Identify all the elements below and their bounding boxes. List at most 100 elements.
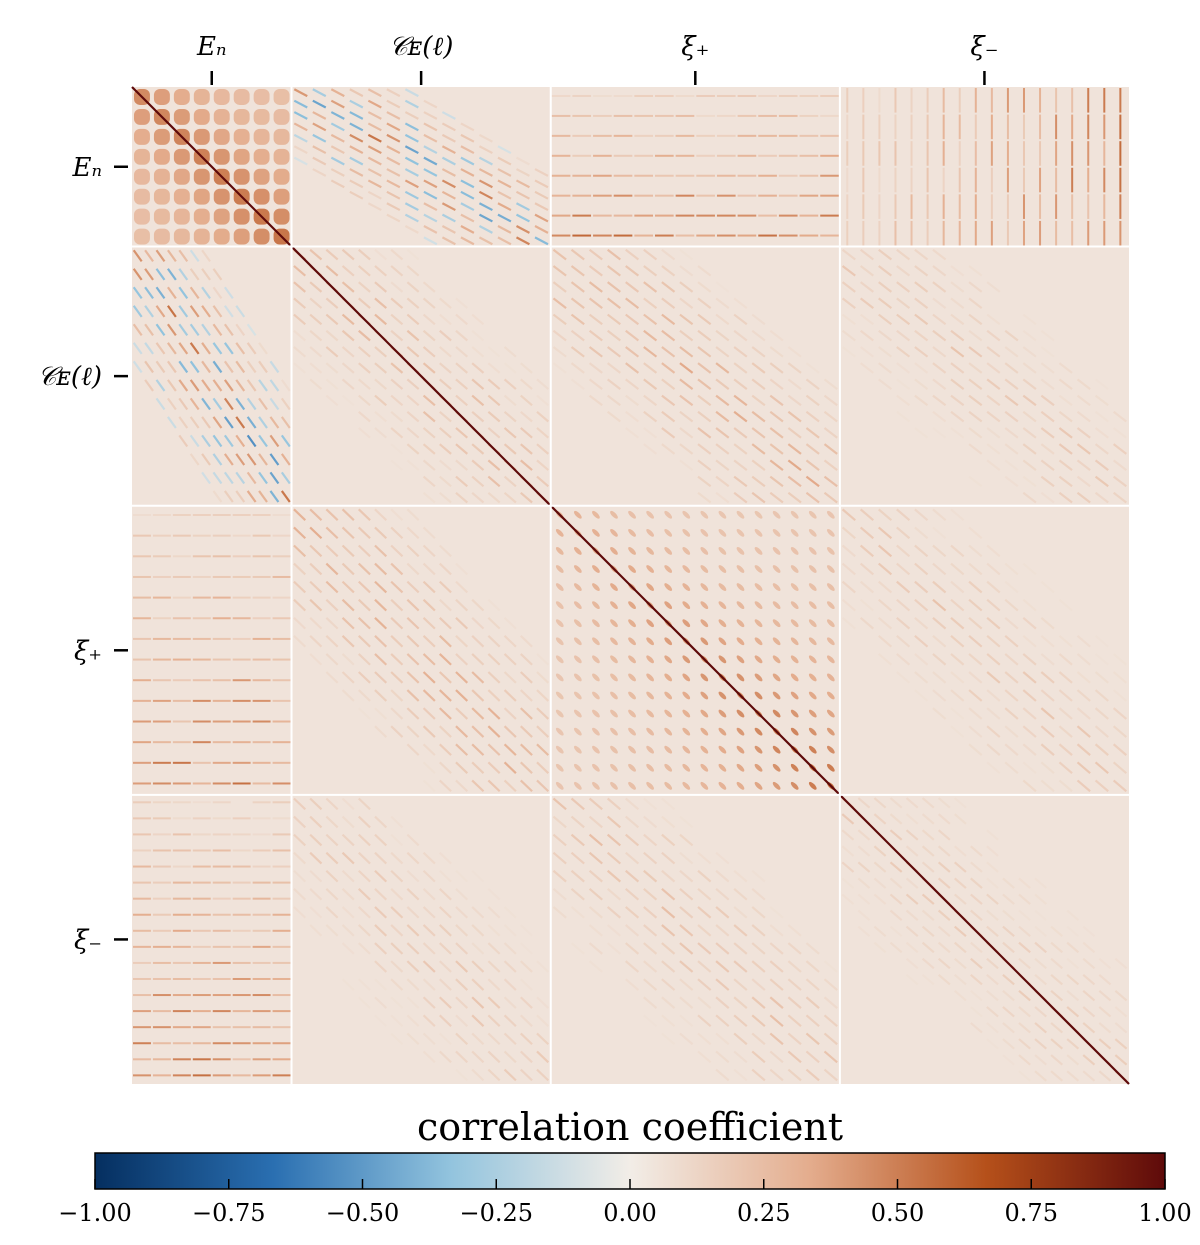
correlation-streak (390, 378, 404, 390)
correlation-streak (625, 924, 640, 937)
correlation-bar (192, 1010, 211, 1013)
correlation-streak (921, 861, 935, 873)
correlation-streak (1022, 362, 1037, 374)
en-correlation-cell (153, 208, 170, 225)
correlation-bar (655, 154, 674, 157)
correlation-streak (374, 635, 388, 648)
correlation-streak (625, 313, 640, 326)
correlation-streak (968, 475, 983, 488)
correlation-streak (625, 378, 640, 390)
correlation-streak (341, 394, 355, 407)
correlation-streak (374, 978, 388, 991)
correlation-streak (1004, 459, 1019, 471)
correlation-streak (1002, 877, 1015, 889)
correlation-streak (312, 88, 327, 98)
correlation-streak (733, 960, 748, 973)
correlation-bar (990, 220, 993, 246)
correlation-bar (212, 961, 231, 964)
correlation-bar (212, 865, 231, 868)
correlation-streak (201, 453, 211, 466)
correlation-streak (905, 877, 919, 889)
en-correlation-cell (273, 168, 290, 185)
correlation-blob (826, 691, 835, 700)
correlation-streak (643, 851, 658, 865)
correlation-streak (787, 443, 802, 455)
correlation-blob (826, 583, 835, 591)
correlation-streak (390, 924, 404, 937)
correlation-streak (1082, 1022, 1096, 1034)
correlation-bar (252, 514, 271, 517)
correlation-streak (404, 179, 419, 189)
correlation-streak (325, 362, 339, 374)
correlation-streak (1058, 598, 1073, 612)
correlation-blob (772, 781, 781, 790)
correlation-streak (358, 281, 371, 293)
correlation-streak (588, 906, 603, 919)
correlation-bar (716, 214, 736, 217)
correlation-streak (1040, 346, 1055, 358)
correlation-streak (859, 346, 874, 358)
correlation-streak (679, 297, 694, 309)
correlation-bar (1006, 194, 1009, 219)
correlation-bar (172, 1042, 191, 1045)
correlation-bar (212, 741, 231, 744)
correlation-streak (787, 996, 802, 1009)
correlation-streak (1004, 378, 1019, 390)
correlation-streak (1034, 909, 1047, 921)
correlation-blob (808, 637, 817, 646)
correlation-bar (593, 114, 612, 117)
correlation-streak (309, 888, 323, 901)
correlation-streak (769, 410, 784, 423)
correlation-bar (252, 881, 271, 884)
correlation-streak (914, 394, 929, 407)
correlation-streak (330, 99, 345, 109)
correlation-streak (536, 743, 550, 756)
correlation-streak (520, 725, 533, 738)
correlation-streak (857, 877, 871, 889)
correlation-streak (406, 544, 420, 558)
correlation-streak (487, 743, 501, 756)
correlation-streak (841, 580, 856, 594)
correlation-streak (520, 924, 533, 937)
correlation-streak (643, 378, 658, 390)
correlation-blob (573, 673, 582, 682)
correlation-streak (330, 133, 345, 143)
correlation-bar (1039, 194, 1042, 219)
correlation-streak (787, 1050, 802, 1064)
correlation-bar (862, 194, 865, 219)
correlation-bar (172, 865, 191, 868)
correlation-streak (950, 616, 965, 630)
correlation-streak (697, 869, 712, 883)
correlation-bar (675, 194, 695, 197)
correlation-streak (1094, 707, 1109, 720)
correlation-streak (1114, 1022, 1128, 1034)
correlation-streak (341, 544, 355, 558)
correlation-streak (679, 1014, 694, 1028)
correlation-bar (212, 1010, 231, 1013)
en-correlation-cell (233, 208, 250, 225)
correlation-streak (390, 544, 404, 558)
correlation-streak (325, 869, 339, 883)
correlation-streak (455, 743, 469, 756)
correlation-streak (471, 329, 485, 342)
correlation-streak (552, 869, 567, 883)
correlation-bar (1103, 88, 1106, 113)
correlation-blob (808, 565, 817, 573)
correlation-streak (733, 1068, 748, 1082)
correlation-bar (192, 534, 211, 537)
correlation-bar (152, 1026, 171, 1029)
correlation-streak (201, 342, 211, 355)
correlation-streak (178, 305, 189, 318)
correlation-streak (246, 397, 257, 411)
en-correlation-cell (153, 89, 170, 105)
correlation-streak (258, 416, 268, 429)
correlation-streak (455, 1014, 469, 1027)
correlation-blob (592, 763, 600, 772)
correlation-streak (896, 297, 911, 309)
correlation-streak (293, 797, 307, 811)
correlation-streak (552, 833, 567, 847)
correlation-blob (826, 565, 835, 573)
correlation-streak (606, 362, 621, 374)
correlation-streak (588, 297, 603, 309)
correlation-blob (628, 781, 636, 790)
